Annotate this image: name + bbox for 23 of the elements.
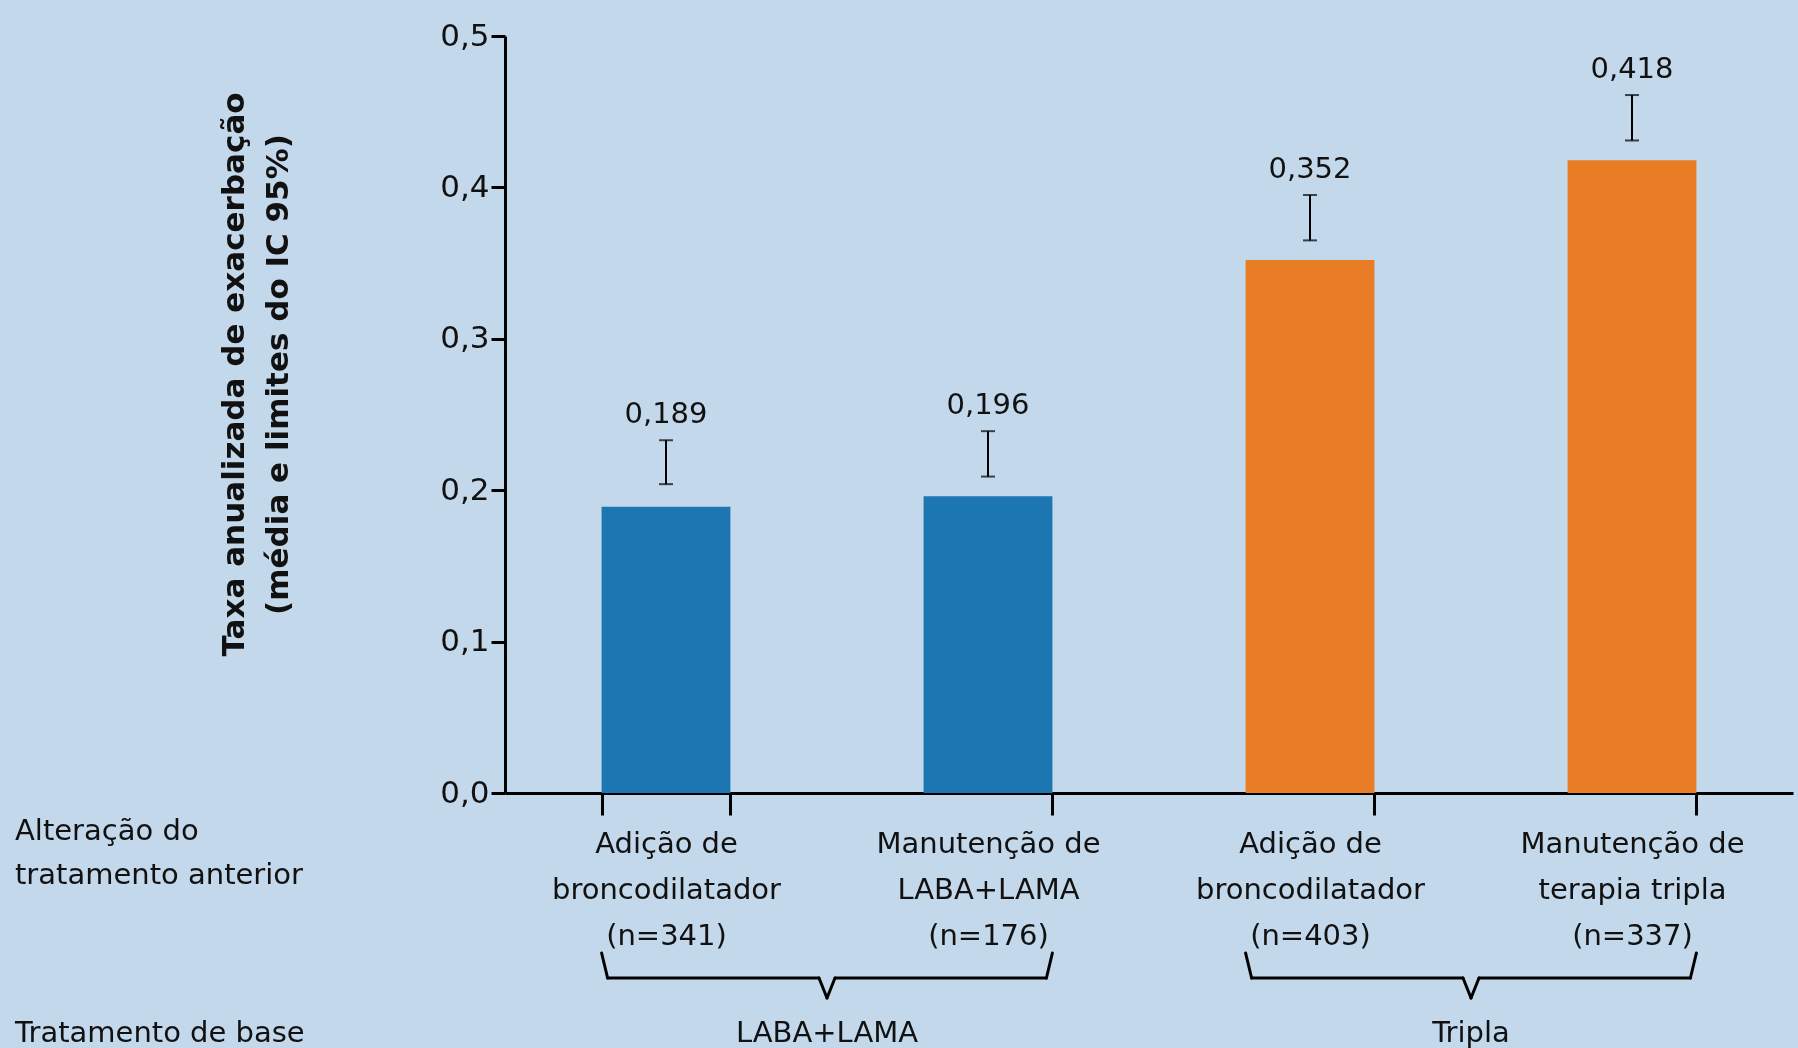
- bar: [601, 506, 731, 793]
- y-tick-label: 0,5: [440, 16, 490, 53]
- y-axis-title: Taxa anualizada de exacerbação (média e limites do IC 95%): [215, 92, 295, 657]
- x-tick-label: Adição de broncodilatador (n=403): [1195, 825, 1426, 952]
- bar: [1245, 260, 1375, 793]
- x-tick-label: Manutenção de terapia tripla (n=337): [1520, 825, 1745, 952]
- y-tick-label: 0,1: [440, 622, 490, 659]
- x-tick-label: Adição de broncodilatador (n=341): [551, 825, 782, 952]
- data-label: 0,352: [1268, 150, 1352, 185]
- text: LABA+LAMA: [735, 1015, 919, 1048]
- y-tick-label: 0,3: [440, 319, 490, 356]
- x-tick-label: Manutenção de LABA+LAMA (n=176): [876, 825, 1101, 952]
- data-label: 0,189: [624, 396, 708, 431]
- data-label: 0,196: [946, 387, 1030, 422]
- text: Tripla: [1431, 1015, 1510, 1048]
- data-label: 0,418: [1590, 51, 1674, 86]
- y-tick-label: 0,2: [440, 470, 490, 507]
- bar: [1567, 160, 1697, 793]
- y-tick-label: 0,4: [440, 167, 490, 204]
- text: Alteração do tratamento anterior: [15, 813, 304, 891]
- bar: [923, 496, 1053, 793]
- y-tick-label: 0,0: [440, 773, 490, 810]
- text: Tratamento de base: [14, 1015, 305, 1048]
